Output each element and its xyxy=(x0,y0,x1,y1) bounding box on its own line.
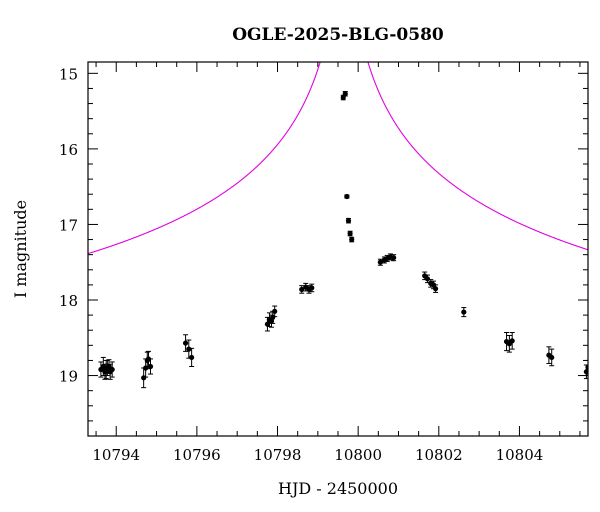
data-points-group xyxy=(98,90,588,389)
data-point xyxy=(342,90,348,97)
chart-title: OGLE-2025-BLG-0580 xyxy=(232,25,444,45)
y-tick-label: 17 xyxy=(59,216,78,234)
point-marker xyxy=(182,340,189,346)
point-marker xyxy=(189,354,195,361)
point-marker xyxy=(147,363,154,370)
data-point xyxy=(349,236,355,243)
point-marker xyxy=(424,276,431,282)
y-tick-label: 19 xyxy=(59,368,78,386)
point-marker xyxy=(309,285,315,291)
data-point xyxy=(585,359,588,375)
x-tick-label: 10802 xyxy=(415,446,463,464)
data-point xyxy=(345,217,352,224)
data-point xyxy=(432,284,439,293)
data-point xyxy=(272,305,278,318)
point-marker xyxy=(344,193,350,200)
data-point xyxy=(509,331,515,350)
point-marker xyxy=(349,236,355,243)
data-point xyxy=(347,230,353,237)
plot-frame xyxy=(87,61,589,437)
point-marker xyxy=(270,314,276,320)
y-tick-label: 15 xyxy=(59,65,78,83)
point-marker xyxy=(141,375,147,381)
point-marker xyxy=(264,321,271,327)
data-point xyxy=(387,253,394,261)
point-marker xyxy=(432,286,439,292)
point-marker xyxy=(585,364,588,370)
x-tick-label: 10796 xyxy=(173,446,221,464)
point-marker xyxy=(299,286,305,293)
point-marker xyxy=(377,259,383,265)
point-marker xyxy=(509,338,515,344)
data-point xyxy=(189,347,195,367)
y-tick-label: 16 xyxy=(59,141,78,159)
data-point xyxy=(109,361,115,378)
model-curve-group xyxy=(88,62,588,255)
point-marker xyxy=(272,308,278,314)
model-curve xyxy=(88,62,588,255)
point-marker xyxy=(342,91,348,97)
y-axis-label: I magnitude xyxy=(11,200,30,298)
data-point xyxy=(344,193,350,200)
x-tick-label: 10798 xyxy=(254,446,302,464)
data-point xyxy=(391,254,397,262)
data-point xyxy=(309,283,315,293)
point-marker xyxy=(186,346,192,352)
point-marker xyxy=(391,255,397,261)
data-point xyxy=(377,258,383,266)
point-marker xyxy=(109,366,115,373)
point-marker xyxy=(583,369,588,375)
x-tick-label: 10804 xyxy=(496,446,544,464)
x-axis-label: HJD - 2450000 xyxy=(278,479,398,498)
data-point xyxy=(506,335,512,353)
data-point xyxy=(299,285,305,294)
data-point xyxy=(461,307,467,318)
y-tick-label: 18 xyxy=(59,292,78,310)
axis-ticks: 10794 10796 10798 10800 10802 10804 15 16 17 18 19 xyxy=(59,62,588,464)
point-marker xyxy=(461,309,467,315)
x-tick-label: 10794 xyxy=(92,446,140,464)
point-marker xyxy=(347,230,353,237)
point-marker xyxy=(345,218,352,224)
data-point xyxy=(549,348,555,367)
x-tick-label: 10800 xyxy=(334,446,382,464)
data-point xyxy=(546,346,552,364)
point-marker xyxy=(549,354,555,361)
data-point xyxy=(147,358,154,375)
data-point xyxy=(182,334,189,352)
